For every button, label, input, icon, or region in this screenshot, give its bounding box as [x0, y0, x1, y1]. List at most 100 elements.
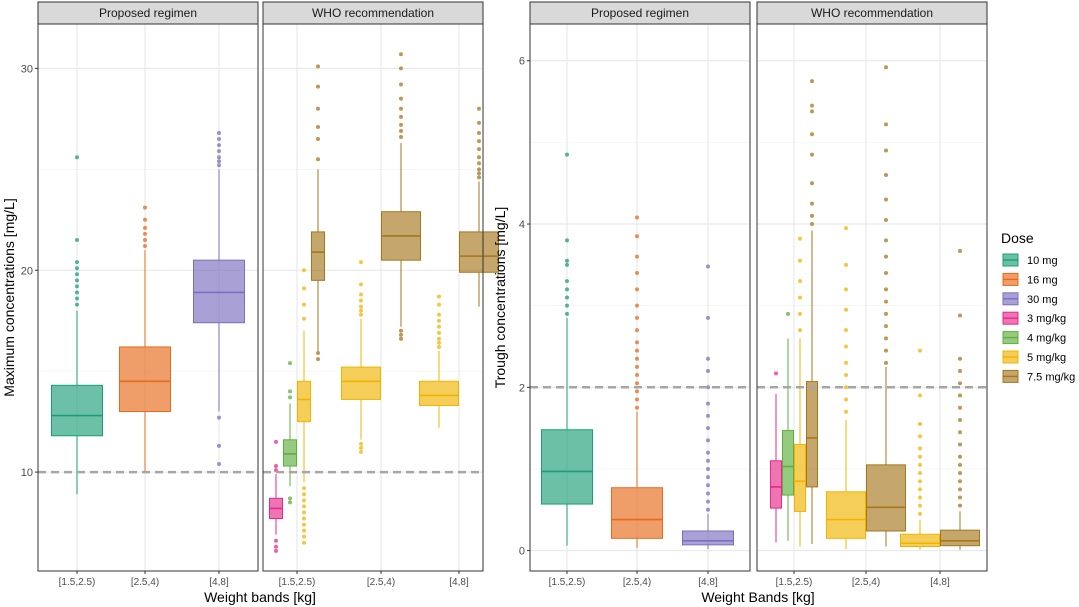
facet-label: WHO recommendation: [811, 6, 933, 20]
x-tick-label: [4,8]: [209, 577, 229, 588]
outlier-point: [844, 373, 848, 378]
outlier-point: [844, 409, 848, 414]
boxplot: [341, 260, 381, 454]
boxplot: [381, 52, 421, 341]
outlier-point: [884, 360, 888, 365]
box: [297, 380, 311, 423]
outlier-point: [884, 299, 888, 304]
chart-2: Proposed regimen[1.5,2.5) [2.5,4) [4,8]WHO…: [492, 1, 988, 605]
outlier-point: [884, 271, 888, 276]
outlier-point: [635, 303, 639, 308]
outlier-point: [437, 340, 441, 345]
legend-label: 3 mg/kg: [1027, 313, 1066, 325]
boxplot: [611, 215, 663, 549]
outlier-point: [810, 79, 814, 84]
outlier-point: [635, 287, 639, 292]
outlier-point: [810, 222, 814, 227]
legend: Dose 10 mg 16 mg 30 mg 3 mg/kg 4 mg/kg 5 mg/kg…: [1001, 230, 1075, 383]
facet-label: Proposed regimen: [99, 6, 197, 20]
outlier-point: [565, 279, 569, 284]
outlier-point: [884, 238, 888, 243]
outlier-point: [958, 368, 962, 373]
outlier-point: [359, 445, 363, 450]
outlier-point: [565, 311, 569, 316]
outlier-point: [316, 137, 320, 142]
y-tick-label: 30: [21, 63, 33, 75]
outlier-point: [477, 139, 481, 144]
panel-border: [756, 23, 988, 572]
outlier-point: [958, 471, 962, 476]
boxplot: [119, 205, 171, 473]
box: [459, 231, 499, 273]
legend-key: [1002, 272, 1019, 286]
outlier-point: [302, 286, 306, 291]
outlier-point: [706, 499, 710, 504]
boxplot: [311, 64, 325, 362]
outlier-point: [288, 500, 292, 505]
outlier-point: [884, 197, 888, 202]
outlier-point: [958, 442, 962, 447]
outlier-point: [274, 464, 278, 469]
x-tick-label: [2.5,4): [131, 577, 159, 588]
outlier-point: [810, 109, 814, 114]
outlier-point: [302, 510, 306, 515]
x-tick-label: [1.5,2.5): [279, 577, 316, 588]
box: [866, 464, 906, 532]
outlier-point: [706, 438, 710, 443]
x-axis-label: Weight Bands [kg]: [701, 589, 814, 605]
outlier-point: [143, 225, 147, 230]
outlier-point: [399, 66, 403, 71]
outlier-point: [477, 106, 481, 111]
x-tick-label: [1.5,2.5): [549, 577, 586, 588]
outlier-point: [477, 120, 481, 125]
outlier-point: [75, 302, 79, 307]
outlier-point: [884, 324, 888, 329]
outlier-point: [399, 106, 403, 111]
outlier-point: [437, 344, 441, 349]
legend-label: 16 mg: [1027, 274, 1058, 286]
box: [419, 380, 459, 406]
outlier-point: [437, 330, 441, 335]
outlier-point: [302, 316, 306, 321]
outlier-point: [844, 262, 848, 267]
outlier-point: [918, 487, 922, 492]
panel-border: [262, 23, 484, 572]
outlier-point: [565, 238, 569, 243]
outlier-point: [635, 364, 639, 369]
outlier-point: [302, 540, 306, 545]
outlier-point: [477, 175, 481, 180]
outlier-point: [302, 302, 306, 307]
box: [541, 429, 593, 505]
outlier-point: [217, 159, 221, 164]
box: [311, 231, 325, 281]
legend-label: 4 mg/kg: [1027, 333, 1066, 345]
outlier-point: [399, 336, 403, 341]
panel-background: [263, 24, 483, 571]
outlier-point: [565, 258, 569, 263]
outlier-point: [217, 143, 221, 148]
outlier-point: [706, 426, 710, 431]
outlier-point: [399, 328, 403, 333]
outlier-point: [399, 135, 403, 140]
outlier-point: [635, 254, 639, 259]
y-tick-label: 4: [519, 219, 525, 231]
outlier-point: [918, 479, 922, 484]
outlier-point: [798, 236, 802, 241]
box: [193, 259, 245, 324]
boxplot: [459, 106, 499, 307]
outlier-point: [918, 434, 922, 439]
outlier-point: [918, 462, 922, 467]
legend-title: Dose: [1001, 230, 1034, 246]
outlier-point: [635, 405, 639, 410]
y-tick-label: 10: [21, 467, 33, 479]
outlier-point: [399, 114, 403, 119]
outlier-point: [706, 483, 710, 488]
outlier-point: [359, 312, 363, 317]
outlier-point: [75, 296, 79, 301]
y-axis-label: Trough concentrations [mg/L]: [492, 207, 508, 389]
outlier-point: [884, 287, 888, 292]
outlier-point: [958, 405, 962, 410]
outlier-point: [774, 371, 778, 376]
boxplot: [541, 152, 593, 546]
outlier-point: [288, 389, 292, 394]
